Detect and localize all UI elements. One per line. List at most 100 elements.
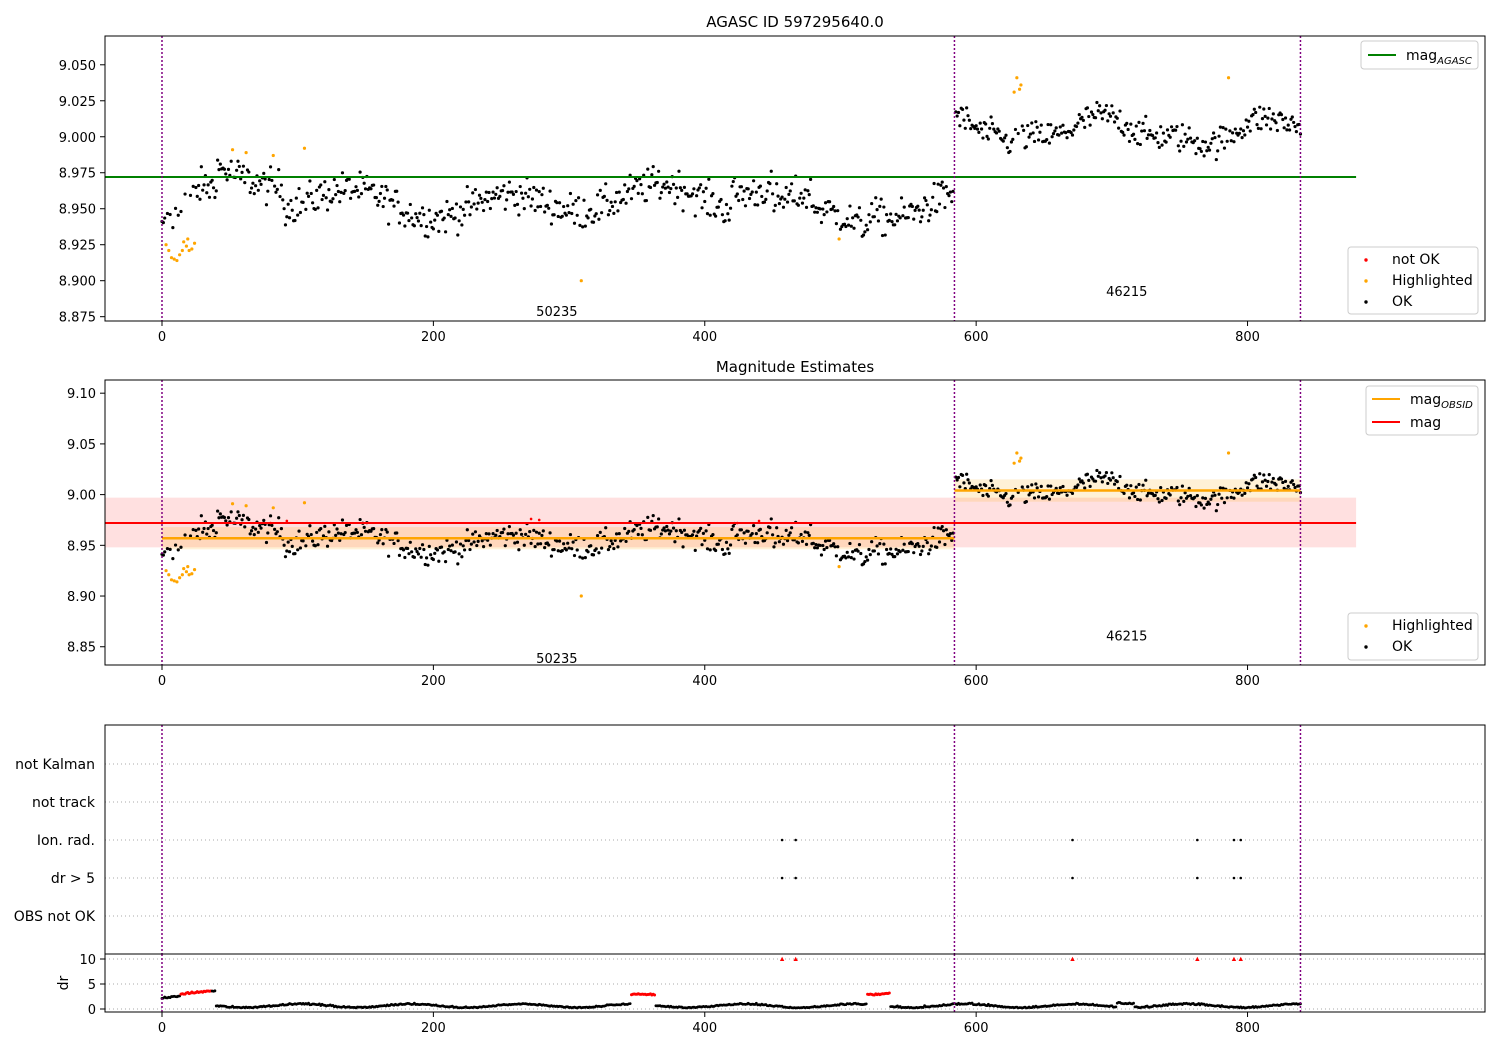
data-point-ok: [910, 204, 914, 209]
data-point-ok: [701, 531, 706, 535]
x-tick-label: 800: [1235, 1021, 1260, 1036]
data-point-ok: [263, 177, 267, 181]
data-point-ok: [1175, 125, 1179, 129]
flag-point-dr-gt-5: [1196, 876, 1199, 880]
data-point-ok: [1161, 131, 1166, 135]
data-point-ok: [1294, 130, 1298, 134]
legend-marker-not-ok: [1364, 258, 1368, 262]
data-point-ok: [1203, 140, 1208, 144]
data-point-ok: [1011, 137, 1015, 141]
legend-label-highlighted: Highlighted: [1392, 618, 1473, 634]
data-point-ok: [1096, 474, 1100, 478]
data-point-ok: [514, 531, 518, 535]
y-tick-label: 8.975: [59, 167, 96, 182]
data-point-ok: [1028, 132, 1033, 136]
data-point-ok: [538, 204, 543, 209]
data-point-ok: [1216, 149, 1220, 153]
data-point-ok: [989, 479, 993, 483]
data-point-ok: [541, 186, 545, 190]
data-point-ok: [591, 553, 596, 557]
data-point-ok: [254, 527, 258, 531]
data-point-ok: [1207, 148, 1212, 152]
data-point-ok: [680, 188, 684, 192]
data-point-ok: [822, 547, 826, 552]
data-point-ok: [1156, 140, 1160, 145]
legend-marker-highlighted: [1364, 279, 1368, 283]
data-point-ok: [1045, 495, 1049, 499]
data-point-ok: [848, 541, 852, 546]
y-tick-label: 9.000: [59, 131, 96, 146]
flag-label-ion-rad: Ion. rad.: [37, 833, 95, 849]
data-point-ok: [1106, 481, 1110, 486]
data-point-ok: [828, 200, 832, 204]
data-point-ok: [1065, 136, 1069, 140]
data-point-highlighted: [172, 579, 176, 583]
data-point-ok: [578, 223, 582, 227]
data-point-ok: [511, 533, 516, 537]
dr-marker-clipped: [1070, 956, 1075, 961]
data-point-ok: [491, 190, 495, 194]
data-point-ok: [787, 192, 791, 197]
data-point-ok: [526, 195, 530, 199]
data-point-ok: [222, 167, 227, 171]
data-point-ok: [804, 542, 809, 546]
legend-marker-highlighted: [1364, 624, 1368, 628]
data-point-ok: [1001, 496, 1005, 500]
data-point-ok: [446, 213, 450, 217]
data-point-ok: [1156, 497, 1160, 501]
data-point-ok: [985, 134, 989, 138]
y-tick-label: 8.925: [59, 239, 96, 254]
data-point-ok: [847, 555, 851, 559]
data-point-ok: [1074, 124, 1079, 129]
magnitude-axes-frame: [104, 379, 1486, 666]
data-point-ok: [387, 222, 391, 226]
dr-marker-clipped: [1231, 956, 1237, 961]
data-point-ok: [807, 533, 811, 538]
data-point-ok: [188, 193, 193, 197]
data-point-ok: [1050, 135, 1054, 139]
data-point-ok: [415, 216, 419, 220]
data-point-ok: [651, 164, 655, 169]
data-point-ok: [362, 181, 366, 185]
data-point-ok: [1165, 128, 1170, 132]
data-point-ok: [640, 192, 644, 196]
data-point-ok: [560, 214, 564, 218]
data-point-ok: [254, 184, 258, 188]
flags-panel: not Kalman not track Ion. rad. dr > 5 OB…: [14, 724, 1486, 955]
data-point-ok: [427, 208, 431, 212]
data-point-ok: [863, 230, 867, 234]
data-point-ok: [830, 207, 834, 211]
data-point-ok: [1100, 480, 1104, 484]
data-point-ok: [857, 543, 862, 547]
data-point-ok: [330, 200, 334, 204]
data-point-ok: [818, 207, 822, 211]
data-point-ok: [1237, 131, 1241, 135]
data-point-ok: [358, 170, 362, 174]
data-point-ok: [765, 189, 769, 193]
data-point-ok: [1118, 109, 1122, 113]
data-point-ok: [899, 196, 904, 200]
data-point-ok: [518, 184, 522, 189]
data-point-ok: [1034, 482, 1038, 486]
dr-point-ok: [864, 1002, 868, 1006]
data-point-ok: [870, 201, 874, 206]
data-point-ok: [1096, 109, 1100, 113]
data-point-ok: [708, 213, 712, 217]
data-point-ok: [419, 555, 423, 559]
data-point-ok: [454, 202, 459, 206]
data-point-ok: [1228, 129, 1232, 133]
data-point-ok: [1074, 485, 1079, 490]
data-point-ok: [700, 206, 704, 210]
data-point-ok: [941, 529, 946, 533]
data-point-ok: [823, 539, 828, 543]
data-point-highlighted: [230, 148, 235, 152]
data-point-ok: [475, 543, 479, 548]
data-point-ok: [775, 182, 779, 186]
data-point-ok: [380, 184, 384, 189]
data-point-ok: [564, 548, 568, 552]
data-point-ok: [549, 222, 554, 226]
data-point-ok: [728, 206, 733, 210]
data-point-ok: [823, 201, 828, 205]
data-point-ok: [1110, 104, 1114, 108]
